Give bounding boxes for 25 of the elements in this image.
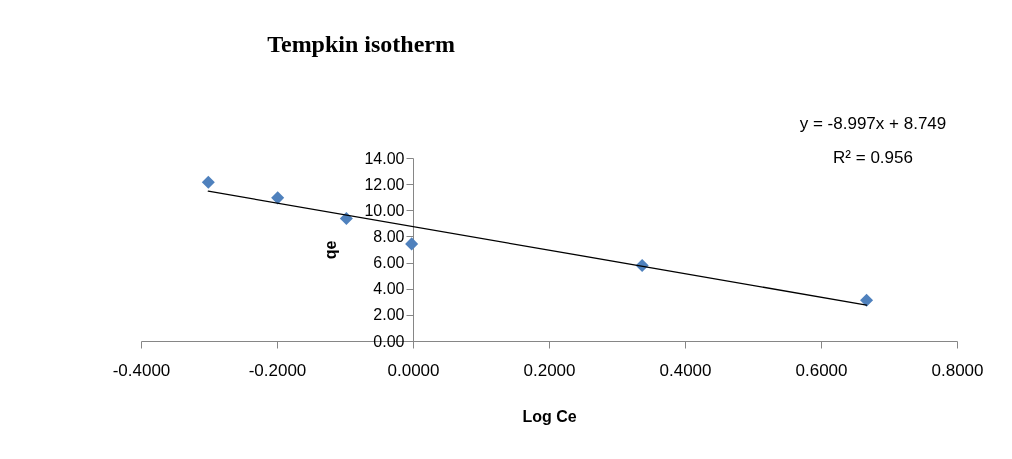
x-tick-label: 0.8000: [931, 360, 984, 380]
point: [339, 212, 353, 226]
y-tick-label: 6.00: [373, 254, 405, 272]
point: [860, 293, 874, 307]
annotation: R² = 0.956: [833, 148, 913, 167]
x-axis-title: Log Ce: [522, 407, 577, 425]
y-tick-label: 2.00: [373, 306, 405, 324]
x-tick-label: 0.4000: [659, 360, 712, 380]
point: [405, 237, 419, 251]
x-tick-label: 0.0000: [387, 360, 440, 380]
y-tick-label: 4.00: [373, 280, 405, 298]
y-tick-label: 12.00: [364, 175, 405, 193]
x-tick-label: 0.6000: [795, 360, 848, 380]
point: [271, 191, 285, 205]
x-tick-label: -0.4000: [112, 360, 171, 380]
x-tick-label: 0.2000: [523, 360, 576, 380]
chart-title: Tempkin isotherm: [267, 31, 455, 57]
y-axis-title: qe: [321, 240, 339, 260]
y-tick-label: 14.00: [364, 149, 405, 167]
point: [201, 175, 215, 189]
y-tick-label: 8.00: [373, 227, 405, 245]
y-tick-label: 10.00: [364, 201, 405, 219]
x-tick-label: -0.2000: [248, 360, 307, 380]
text: y = -8.997x + 8.749: [799, 114, 947, 133]
y-tick-label: 0.00: [373, 332, 405, 350]
